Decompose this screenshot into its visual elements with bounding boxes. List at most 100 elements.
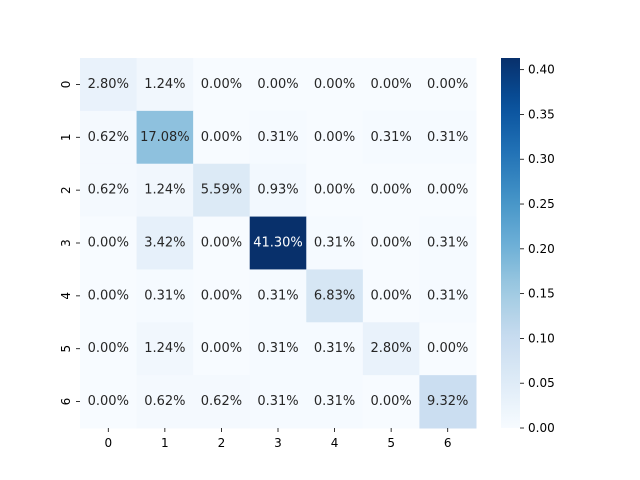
heatmap-cell-3-2 <box>193 216 251 270</box>
heatmap-cell-4-4 <box>306 269 364 323</box>
cell-label-5-2: 0.00% <box>201 341 242 356</box>
cell-label-5-3: 0.31% <box>257 341 298 356</box>
cell-label-2-6: 0.00% <box>427 183 468 198</box>
cell-label-1-3: 0.31% <box>257 130 298 145</box>
heatmap-cell-4-6 <box>419 269 477 323</box>
cell-label-6-4: 0.31% <box>314 394 355 409</box>
cell-label-1-4: 0.00% <box>314 130 355 145</box>
x-tick-label-2: 2 <box>218 436 226 450</box>
heatmap-cell-5-3 <box>249 322 307 376</box>
heatmap-cell-4-2 <box>193 269 251 323</box>
cell-label-4-3: 0.31% <box>257 288 298 303</box>
cell-label-1-0: 0.62% <box>88 130 129 145</box>
y-tick-label-2: 2 <box>59 186 73 194</box>
colorbar-gradient <box>501 58 520 428</box>
cell-label-4-0: 0.00% <box>88 288 129 303</box>
heatmap-cell-0-5 <box>362 58 420 112</box>
cell-label-5-6: 0.00% <box>427 341 468 356</box>
colorbar-tick-label-8: 0.40 <box>528 63 555 77</box>
colorbar-tick-label-4: 0.20 <box>528 242 555 256</box>
cell-label-5-1: 1.24% <box>144 341 185 356</box>
heatmap-cell-6-2 <box>193 375 251 429</box>
heatmap-cell-2-1 <box>136 163 194 218</box>
heatmap-cell-0-1 <box>136 58 194 112</box>
cell-label-3-4: 0.31% <box>314 236 355 251</box>
cell-label-1-5: 0.31% <box>370 130 411 145</box>
x-tick-label-6: 6 <box>444 436 452 450</box>
cell-label-6-0: 0.00% <box>88 394 129 409</box>
y-tick-label-0: 0 <box>59 81 73 89</box>
heatmap-cell-2-3 <box>249 163 307 218</box>
heatmap-cell-5-2 <box>193 322 251 376</box>
heatmap-cell-5-0 <box>80 322 138 376</box>
cell-label-2-5: 0.00% <box>370 183 411 198</box>
heatmap-cell-3-3 <box>249 216 307 270</box>
heatmap-cell-1-5 <box>362 110 420 165</box>
heatmap-cell-1-2 <box>193 110 251 165</box>
cell-label-0-3: 0.00% <box>257 77 298 92</box>
colorbar-tick-label-3: 0.15 <box>528 287 555 301</box>
heatmap-cells <box>80 58 477 429</box>
heatmap-cell-labels: 2.80% 1.24% 0.00% 0.00% 0.00% 0.00% 0.00% 0.62%… <box>88 77 469 409</box>
cell-label-5-4: 0.31% <box>314 341 355 356</box>
cell-label-2-3: 0.93% <box>257 183 298 198</box>
heatmap-cell-3-1 <box>136 216 194 270</box>
heatmap-cell-3-0 <box>80 216 138 270</box>
colorbar-tick-label-1: 0.05 <box>528 376 555 390</box>
heatmap-cell-2-0 <box>80 163 138 218</box>
cell-label-3-6: 0.31% <box>427 236 468 251</box>
cell-label-3-2: 0.00% <box>201 236 242 251</box>
cell-label-4-4: 6.83% <box>314 288 355 303</box>
heatmap-cell-6-0 <box>80 375 138 429</box>
heatmap-cell-0-0 <box>80 58 138 112</box>
heatmap-cell-2-2 <box>193 163 251 218</box>
colorbar-tick-label-7: 0.35 <box>528 107 555 121</box>
cell-label-0-5: 0.00% <box>370 77 411 92</box>
cell-label-5-5: 2.80% <box>370 341 411 356</box>
cell-label-3-3: 41.30% <box>253 236 303 251</box>
heatmap-cell-5-4 <box>306 322 364 376</box>
cell-label-4-5: 0.00% <box>370 288 411 303</box>
heatmap-cell-3-5 <box>362 216 420 270</box>
cell-label-6-3: 0.31% <box>257 394 298 409</box>
y-tick-label-4: 4 <box>59 292 73 300</box>
heatmap-cell-6-6 <box>419 375 477 429</box>
heatmap-cell-3-4 <box>306 216 364 270</box>
heatmap-cell-1-0 <box>80 110 138 165</box>
cell-label-1-2: 0.00% <box>201 130 242 145</box>
cell-label-5-0: 0.00% <box>88 341 129 356</box>
colorbar: 0.00 0.05 0.10 0.15 0.20 0.25 0.30 0.35 0.40 <box>501 58 555 435</box>
heatmap-cell-4-0 <box>80 269 138 323</box>
x-tick-label-3: 3 <box>274 436 282 450</box>
cell-label-0-4: 0.00% <box>314 77 355 92</box>
cell-label-3-1: 3.42% <box>144 236 185 251</box>
heatmap-cell-1-6 <box>419 110 477 165</box>
heatmap-cell-6-4 <box>306 375 364 429</box>
x-tick-label-5: 5 <box>387 436 395 450</box>
heatmap-cell-5-5 <box>362 322 420 376</box>
heatmap-cell-1-4 <box>306 110 364 165</box>
cell-label-0-0: 2.80% <box>88 77 129 92</box>
cell-label-0-6: 0.00% <box>427 77 468 92</box>
heatmap-cell-5-6 <box>419 322 477 376</box>
y-tick-label-6: 6 <box>59 398 73 406</box>
heatmap-cell-4-1 <box>136 269 194 323</box>
cell-label-6-2: 0.62% <box>201 394 242 409</box>
y-tick-label-1: 1 <box>59 133 73 141</box>
cell-label-2-4: 0.00% <box>314 183 355 198</box>
y-tick-label-3: 3 <box>59 239 73 247</box>
cell-label-0-1: 1.24% <box>144 77 185 92</box>
colorbar-tick-label-6: 0.30 <box>528 152 555 166</box>
cell-label-1-6: 0.31% <box>427 130 468 145</box>
x-tick-label-0: 0 <box>104 436 112 450</box>
cell-label-2-2: 5.59% <box>201 183 242 198</box>
heatmap-cell-4-3 <box>249 269 307 323</box>
heatmap-cell-1-3 <box>249 110 307 165</box>
heatmap-cell-2-5 <box>362 163 420 218</box>
cell-label-6-6: 9.32% <box>427 394 468 409</box>
x-axis: 0 1 2 3 4 5 6 <box>104 428 452 450</box>
cell-label-6-5: 0.00% <box>370 394 411 409</box>
y-axis: 0 1 2 3 4 5 6 <box>59 81 80 406</box>
